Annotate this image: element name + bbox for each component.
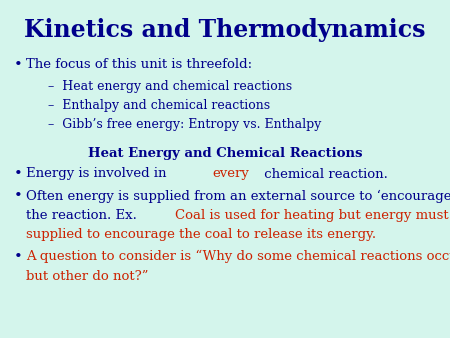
Text: •: •	[14, 190, 23, 203]
Text: •: •	[14, 250, 23, 264]
Text: A question to consider is “Why do some chemical reactions occur: A question to consider is “Why do some c…	[26, 250, 450, 263]
Text: but other do not?”: but other do not?”	[26, 270, 148, 283]
Text: Often energy is supplied from an external source to ‘encourage’: Often energy is supplied from an externa…	[26, 190, 450, 203]
Text: The focus of this unit is threefold:: The focus of this unit is threefold:	[26, 58, 252, 71]
Text: Coal is used for heating but energy must be: Coal is used for heating but energy must…	[175, 209, 450, 222]
Text: –  Heat energy and chemical reactions: – Heat energy and chemical reactions	[48, 80, 292, 93]
Text: –  Enthalpy and chemical reactions: – Enthalpy and chemical reactions	[48, 99, 270, 112]
Text: Kinetics and Thermodynamics: Kinetics and Thermodynamics	[24, 18, 426, 42]
Text: the reaction. Ex.: the reaction. Ex.	[26, 209, 141, 222]
Text: –  Gibb’s free energy: Entropy vs. Enthalpy: – Gibb’s free energy: Entropy vs. Enthal…	[48, 118, 321, 131]
Text: Heat Energy and Chemical Reactions: Heat Energy and Chemical Reactions	[88, 147, 362, 160]
Text: every: every	[213, 168, 250, 180]
Text: •: •	[14, 58, 23, 72]
Text: Energy is involved in: Energy is involved in	[26, 168, 171, 180]
Text: supplied to encourage the coal to release its energy.: supplied to encourage the coal to releas…	[26, 228, 376, 241]
Text: chemical reaction.: chemical reaction.	[261, 168, 388, 180]
Text: •: •	[14, 168, 23, 182]
